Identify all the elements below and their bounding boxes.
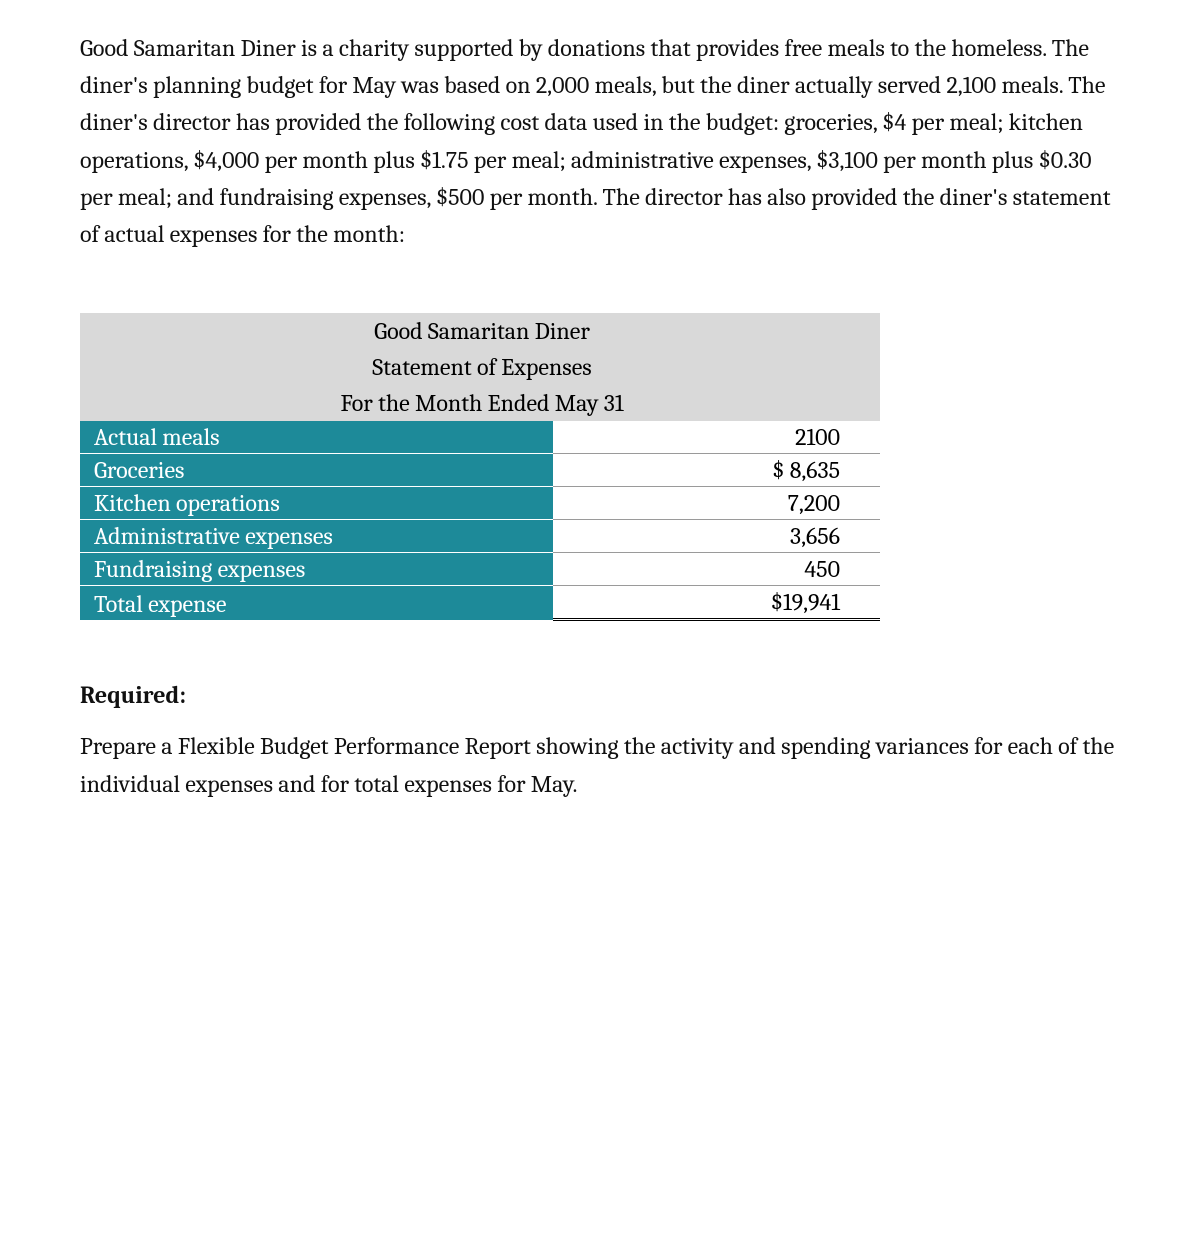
table-header-line-1: Good Samaritan Diner	[80, 313, 880, 349]
row-value: $19,941	[553, 586, 880, 620]
table-header-row: For the Month Ended May 31	[80, 385, 880, 421]
table-header-line-3: For the Month Ended May 31	[80, 385, 880, 421]
required-text: Prepare a Flexible Budget Performance Re…	[80, 728, 1120, 802]
row-value: 3,656	[553, 520, 880, 553]
required-section: Required: Prepare a Flexible Budget Perf…	[80, 677, 1120, 803]
page-container: Good Samaritan Diner is a charity suppor…	[0, 0, 1200, 1258]
row-value: 7,200	[553, 487, 880, 520]
table-row: Administrative expenses 3,656	[80, 520, 880, 553]
table-row: Kitchen operations 7,200	[80, 487, 880, 520]
statement-of-expenses-table: Good Samaritan Diner Statement of Expens…	[80, 313, 880, 621]
row-label: Total expense	[80, 586, 553, 620]
table-row: Fundraising expenses 450	[80, 553, 880, 586]
table-row: Actual meals 2100	[80, 421, 880, 454]
table-row: Groceries $ 8,635	[80, 454, 880, 487]
row-value: 2100	[553, 421, 880, 454]
table-header-line-2: Statement of Expenses	[80, 349, 880, 385]
row-value: $ 8,635	[553, 454, 880, 487]
table-header-row: Good Samaritan Diner	[80, 313, 880, 349]
row-label: Actual meals	[80, 421, 553, 454]
row-label: Fundraising expenses	[80, 553, 553, 586]
table-total-row: Total expense $19,941	[80, 586, 880, 620]
required-heading: Required:	[80, 677, 1120, 714]
table-header-row: Statement of Expenses	[80, 349, 880, 385]
row-label: Administrative expenses	[80, 520, 553, 553]
row-label: Groceries	[80, 454, 553, 487]
row-label: Kitchen operations	[80, 487, 553, 520]
row-value: 450	[553, 553, 880, 586]
problem-intro-paragraph: Good Samaritan Diner is a charity suppor…	[80, 30, 1120, 253]
